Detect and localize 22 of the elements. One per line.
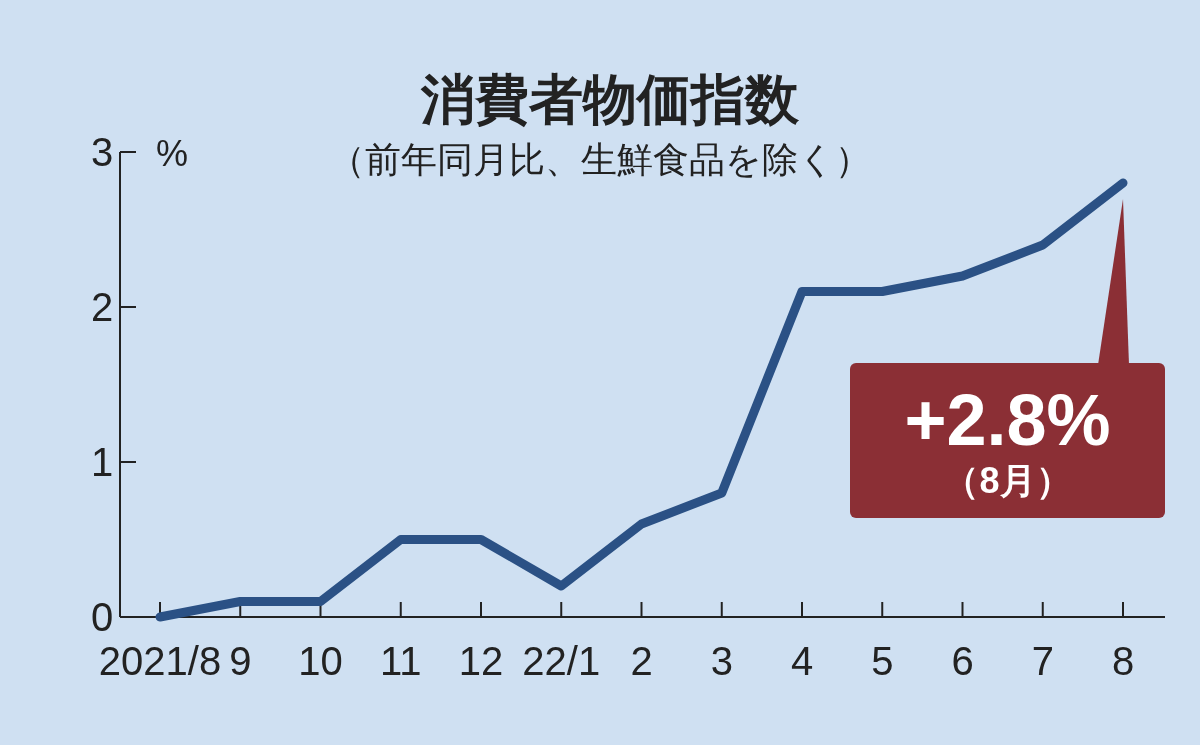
y-tick-label: 3 [90, 130, 114, 174]
x-tick-label: 10 [298, 639, 343, 683]
annotation: （8月） [943, 460, 1072, 501]
x-tick-label: 3 [710, 639, 733, 683]
chart-subtitle: （前年同月比、生鮮食品を除く） [329, 139, 871, 180]
chart-title: 消費者物価指数 [420, 69, 800, 129]
x-tick-label: 11 [379, 639, 422, 683]
y-tick-label: 1 [90, 440, 114, 484]
y-tick-label: 0 [90, 595, 114, 639]
y-tick-label: 2 [90, 285, 114, 329]
x-tick-label: 7 [1031, 639, 1054, 683]
x-tick-label: 22/1 [522, 639, 601, 683]
y-axis-title: % [155, 133, 189, 174]
x-tick-label: 2021/8 [98, 639, 222, 683]
x-tick-label: 12 [458, 639, 504, 683]
x-tick-label: 5 [871, 639, 894, 683]
x-tick-label: 9 [229, 639, 252, 683]
x-tick-label: 8 [1111, 639, 1135, 683]
annotation: +2.8% [904, 380, 1111, 460]
x-tick-label: 4 [790, 639, 814, 683]
x-tick-label: 2 [630, 639, 653, 683]
x-tick-label: 6 [951, 639, 974, 683]
